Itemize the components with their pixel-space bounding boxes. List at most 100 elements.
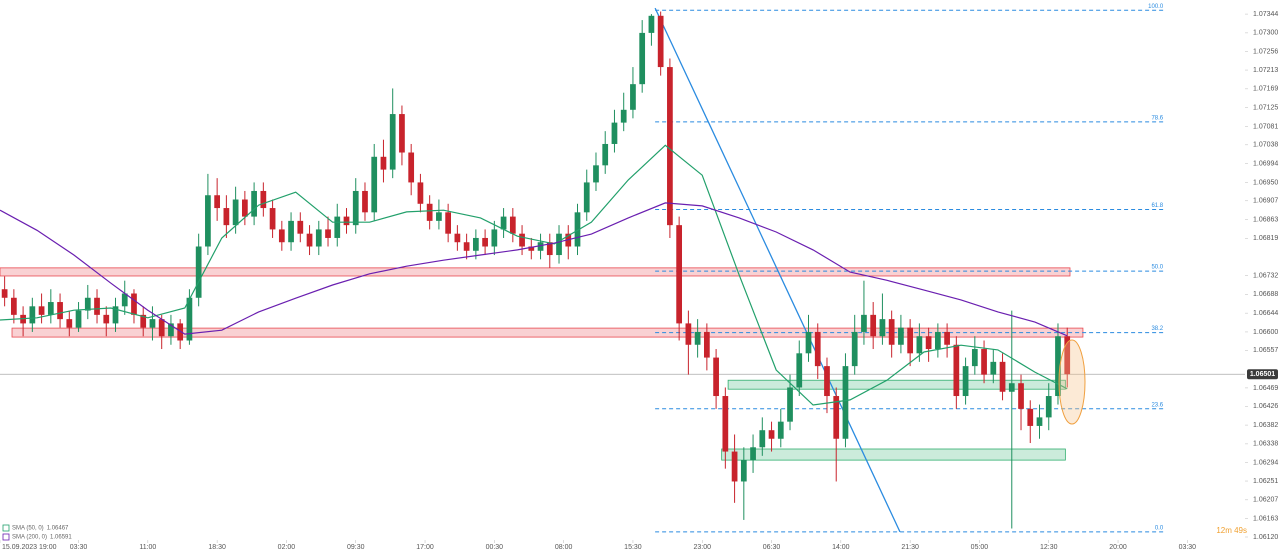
candle-body <box>1 289 8 298</box>
x-tick-label: 02:00 <box>278 544 296 551</box>
candle-body <box>214 195 221 209</box>
x-tick-label: 05:00 <box>971 544 989 551</box>
legend-value: 1.06467 <box>47 526 69 532</box>
candle-body <box>962 366 969 397</box>
candle-body <box>611 122 618 144</box>
candle-body <box>519 233 525 247</box>
candle-body <box>121 293 128 307</box>
y-tick-label: 1.06557 <box>1253 347 1278 354</box>
x-tick-label: 21:30 <box>901 544 919 551</box>
candle-body <box>205 195 211 247</box>
candle-body <box>131 293 137 315</box>
y-tick-label: 1.06950 <box>1253 179 1278 186</box>
candle-body <box>842 366 849 439</box>
y-tick-label: 1.06163 <box>1253 515 1278 522</box>
candle-body <box>186 297 193 341</box>
x-tick-label: 20:00 <box>1109 544 1127 551</box>
candle-body <box>639 32 646 85</box>
candle-body <box>971 349 978 367</box>
candle-body <box>112 306 119 324</box>
candle-body <box>454 233 461 243</box>
candle-body <box>436 212 442 221</box>
x-tick-label: 00:30 <box>486 544 504 551</box>
candle-body <box>445 212 452 234</box>
candle-body <box>195 246 202 298</box>
highlight-ellipse <box>1058 339 1086 425</box>
y-tick-label: 1.06294 <box>1253 460 1278 467</box>
fib-label: 50.0 <box>1151 265 1163 271</box>
candle-body <box>232 199 239 226</box>
candle-body <box>75 310 82 328</box>
candle-body <box>399 114 405 153</box>
candle-body <box>740 460 747 482</box>
y-tick-label: 1.07081 <box>1253 123 1278 130</box>
candle-body <box>833 396 840 439</box>
candle-body <box>574 212 581 247</box>
y-tick-label: 1.06382 <box>1253 422 1278 429</box>
candle-body <box>990 361 997 375</box>
candle-body <box>851 331 858 367</box>
candle-body <box>1018 383 1024 409</box>
plot-layer: 1.07344 1.07300 1.07256 1.07213 1.07169 1.071… <box>0 4 1278 551</box>
candle-body <box>158 319 165 337</box>
candle-body <box>713 357 719 397</box>
y-tick-label: 1.07125 <box>1253 105 1278 112</box>
x-tick-label: 15:30 <box>624 544 642 551</box>
candle-body <box>168 323 174 337</box>
y-tick-label: 1.06338 <box>1253 441 1278 448</box>
candle-body <box>731 451 738 482</box>
x-tick-label: 11:00 <box>139 544 156 551</box>
price-tag <box>1247 369 1278 380</box>
candle-body <box>750 447 756 461</box>
trend-line <box>654 7 901 533</box>
x-tick-label: 15.09.2023 19:00 <box>2 544 57 551</box>
candle-body <box>805 331 812 354</box>
price-zone <box>721 448 1066 461</box>
candle-body <box>84 297 91 311</box>
candle-body <box>380 156 387 170</box>
candle-body <box>325 229 331 238</box>
y-tick-label: 1.06644 <box>1253 310 1278 317</box>
y-tick-label: 1.06907 <box>1253 198 1278 205</box>
candle-body <box>38 306 45 315</box>
y-tick-label: 1.06600 <box>1253 329 1278 336</box>
candle-body <box>500 216 507 230</box>
candle-body <box>667 67 673 226</box>
candle-body <box>722 396 729 452</box>
countdown: 12m 49s <box>1216 526 1247 535</box>
candle-body <box>1045 396 1052 418</box>
candle-body <box>898 327 904 345</box>
y-tick-label: 1.06469 <box>1253 385 1278 392</box>
candle-body <box>57 302 63 320</box>
price-tag-label: 1.06501 <box>1250 371 1275 378</box>
candle-body <box>509 216 516 234</box>
candle-body <box>362 190 368 213</box>
candle-body <box>796 353 803 388</box>
y-tick-label: 1.06688 <box>1253 291 1278 298</box>
y-tick-label: 1.07213 <box>1253 67 1278 74</box>
fib-label: 0.0 <box>1155 525 1164 531</box>
candle-body <box>916 336 923 354</box>
candle-body <box>223 208 230 226</box>
candle-body <box>630 84 636 110</box>
candle-body <box>241 199 248 217</box>
x-tick-label: 06:30 <box>763 544 781 551</box>
fib-label: 78.6 <box>1151 115 1163 121</box>
candle-body <box>888 319 895 345</box>
candle-body <box>482 237 488 247</box>
legend-name: SMA (50, 0) <box>12 526 44 532</box>
legend-name: SMA (200, 0) <box>12 535 47 541</box>
candle-body <box>94 297 100 315</box>
candle-body <box>934 331 941 350</box>
candle-body <box>1036 417 1043 426</box>
candle-body <box>583 182 590 213</box>
y-tick-label: 1.06863 <box>1253 216 1278 223</box>
candle-body <box>870 314 877 337</box>
candle-body <box>10 297 17 315</box>
x-tick-label: 12:30 <box>1040 544 1058 551</box>
candle-body <box>768 430 775 439</box>
candle-body <box>177 323 184 341</box>
candle-body <box>944 331 950 345</box>
candle-body <box>66 319 73 328</box>
